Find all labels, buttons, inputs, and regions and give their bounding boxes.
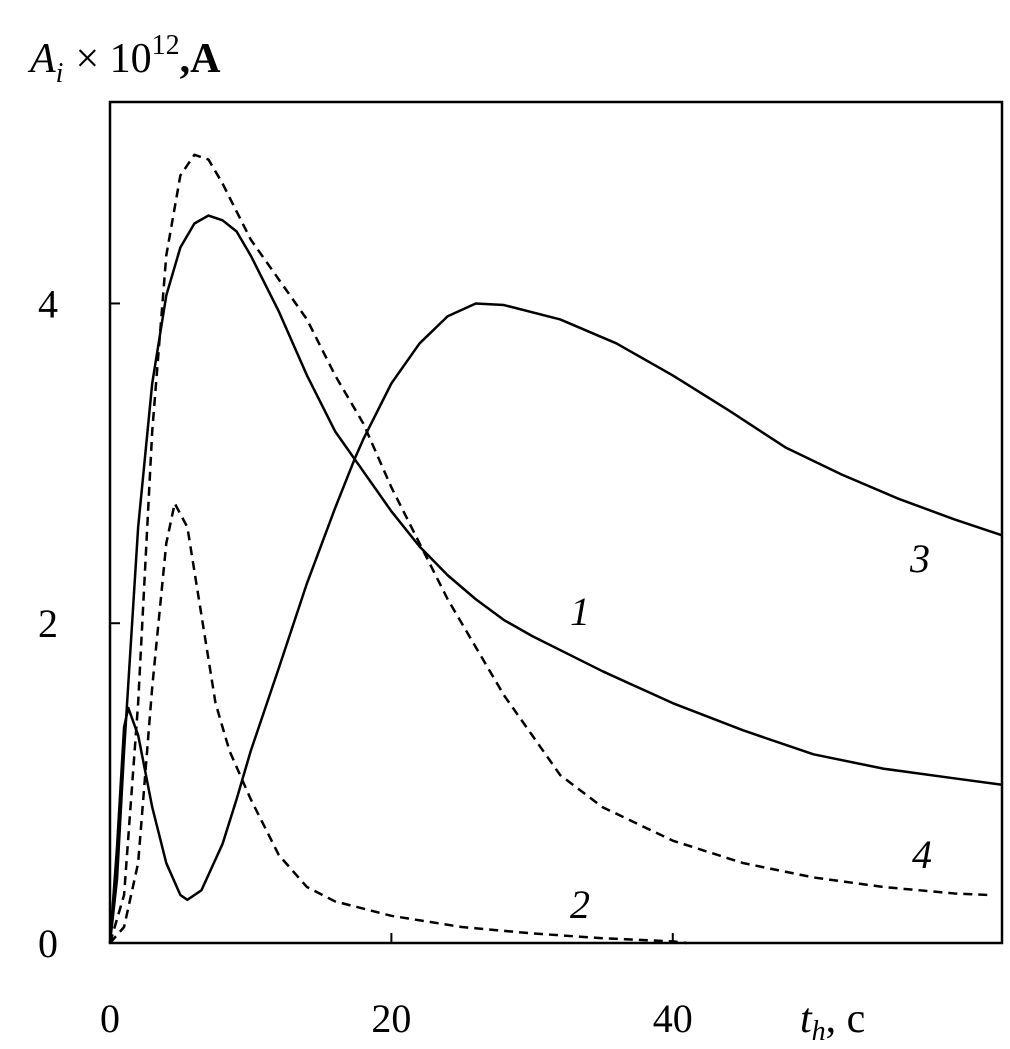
curve-label: 1 <box>570 589 590 634</box>
x-tick-label: 40 <box>653 996 693 1041</box>
curve-label: 3 <box>909 536 930 581</box>
curve <box>108 153 990 944</box>
y-tick-label: 4 <box>38 281 58 326</box>
plot-frame <box>108 100 1004 945</box>
x-tick-label: 20 <box>371 996 411 1041</box>
curve-label: 4 <box>912 832 932 877</box>
y-tick-label: 2 <box>38 601 58 646</box>
y-axis-label: Ai × 1012,A <box>27 30 221 89</box>
x-tick-label: 0 <box>100 996 120 1041</box>
curve-label: 2 <box>570 882 590 927</box>
curve <box>108 302 1003 944</box>
curve <box>108 214 1003 944</box>
x-axis-label: th, c <box>800 996 865 1044</box>
y-tick-label: 0 <box>38 921 58 966</box>
curve <box>109 502 687 945</box>
